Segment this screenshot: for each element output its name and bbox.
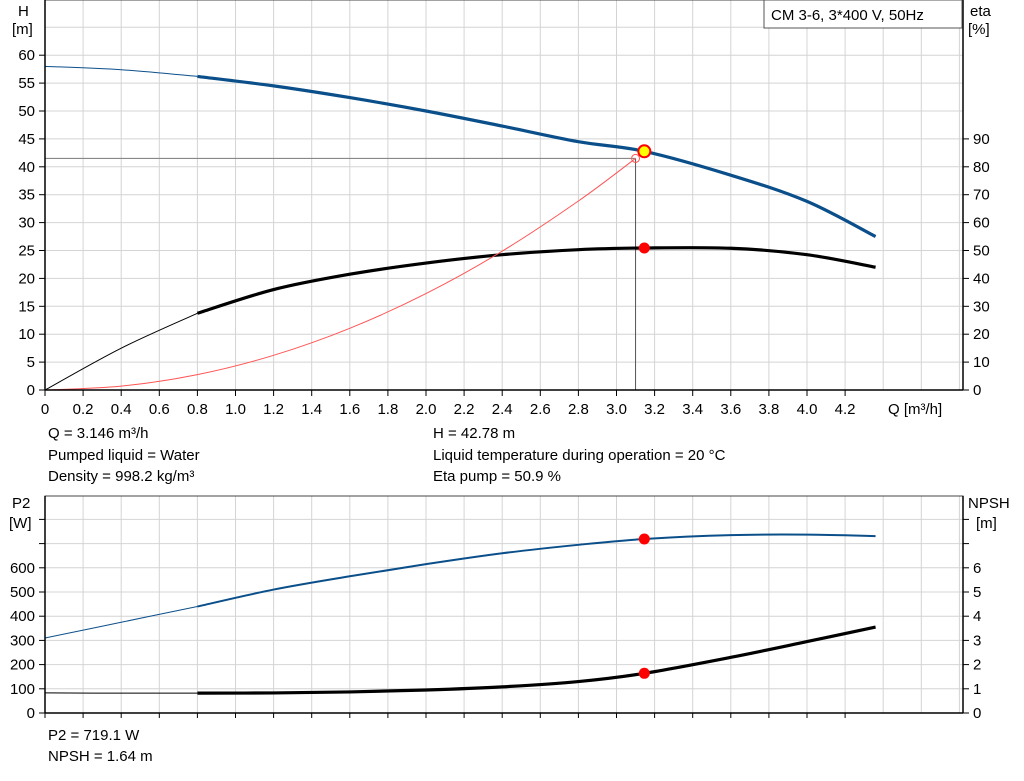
npsh-axis-label: NPSH <box>968 495 1010 512</box>
eta-tick-label: 20 <box>973 326 990 343</box>
plot-frame <box>44 495 964 714</box>
info-liquid: Pumped liquid = Water <box>48 447 200 464</box>
eta-axis-label: eta <box>970 3 992 20</box>
h-tick-label: 0 <box>27 382 35 399</box>
info-density: Density = 998.2 kg/m³ <box>48 468 195 485</box>
eta-curve <box>196 246 876 315</box>
h-tick-label: 10 <box>18 326 35 343</box>
x-tick-label: 0.4 <box>111 401 132 418</box>
info-eta: Eta pump = 50.9 % <box>433 468 561 485</box>
x-tick-label: 3.0 <box>606 401 627 418</box>
x-tick-label: 3.8 <box>758 401 779 418</box>
x-tick-label: 1.4 <box>301 401 322 418</box>
x-tick-label: 1.0 <box>225 401 246 418</box>
p2-tick-label: 400 <box>10 608 35 625</box>
eta-curve-extrapolated <box>44 312 198 391</box>
info-h: H = 42.78 m <box>433 425 516 442</box>
x-tick-label: 2.4 <box>492 401 513 418</box>
operating-point-p2-marker <box>638 533 650 545</box>
bottom-grid <box>44 495 964 714</box>
x-tick-label: 0 <box>41 401 49 418</box>
eta-tick-label: 30 <box>973 298 990 315</box>
npsh-tick-label: 1 <box>973 681 981 698</box>
h-tick-label: 40 <box>18 159 35 176</box>
h-tick-label: 45 <box>18 131 35 148</box>
h-tick-label: 5 <box>27 354 35 371</box>
h-tick-label: 35 <box>18 187 35 204</box>
x-tick-label: 1.2 <box>263 401 284 418</box>
legend-box: CM 3-6, 3*400 V, 50Hz <box>763 0 963 29</box>
npsh-tick-label: 3 <box>973 632 981 649</box>
h-axis-label: H <box>18 3 29 20</box>
axes: 0 0.2 0.4 0.6 0.8 1.0 1.2 1.4 1.6 1.8 2.0 2.2 2.4 2.6… <box>10 0 990 722</box>
p2-axis-unit: [W] <box>9 515 32 532</box>
h-tick-label: 55 <box>18 75 35 92</box>
p2-tick-label: 200 <box>10 657 35 674</box>
h-axis-unit: [m] <box>12 21 33 38</box>
npsh-tick-label: 0 <box>973 705 981 722</box>
duty-point-marker <box>631 153 641 163</box>
eta-tick-label: 50 <box>973 243 990 260</box>
operating-point-h-marker <box>637 144 652 159</box>
h-curve <box>197 74 877 238</box>
x-tick-label: 4.2 <box>835 401 856 418</box>
x-tick-label: 1.8 <box>377 401 398 418</box>
h-tick-label: 20 <box>18 270 35 287</box>
p2-tick-label: 100 <box>10 681 35 698</box>
x-tick-label: 3.2 <box>644 401 665 418</box>
eta-tick-label: 80 <box>973 159 990 176</box>
npsh-tick-label: 4 <box>973 608 981 625</box>
h-tick-label: 50 <box>18 103 35 120</box>
p2-tick-label: 0 <box>27 705 35 722</box>
h-tick-label: 30 <box>18 215 35 232</box>
x-tick-label: 0.8 <box>187 401 208 418</box>
p2-tick-label: 500 <box>10 584 35 601</box>
p2-axis-label: P2 <box>12 495 30 512</box>
x-tick-label: 4.0 <box>797 401 818 418</box>
eta-tick-label: 40 <box>973 270 990 287</box>
p2-curve <box>197 533 876 608</box>
x-tick-label: 2.6 <box>530 401 551 418</box>
x-tick-label: 3.4 <box>682 401 703 418</box>
h-tick-label: 25 <box>18 243 35 260</box>
npsh-tick-label: 2 <box>973 657 981 674</box>
eta-tick-label: 70 <box>973 187 990 204</box>
x-tick-label: 2.8 <box>568 401 589 418</box>
eta-tick-label: 60 <box>973 215 990 232</box>
npsh-tick-label: 6 <box>973 560 981 577</box>
curves <box>44 65 877 695</box>
x-tick-label: 3.6 <box>720 401 741 418</box>
npsh-tick-label: 5 <box>973 584 981 601</box>
p2-curve-extrapolated <box>44 606 198 639</box>
p2-tick-label: 600 <box>10 560 35 577</box>
info-p2: P2 = 719.1 W <box>48 727 140 744</box>
x-tick-label: 2.0 <box>416 401 437 418</box>
eta-tick-label: 0 <box>973 382 981 399</box>
operating-point-eta-marker <box>638 242 650 254</box>
legend-title: CM 3-6, 3*400 V, 50Hz <box>771 7 924 24</box>
x-tick-label: 0.6 <box>149 401 170 418</box>
eta-tick-label: 90 <box>973 131 990 148</box>
top-grid <box>44 0 964 391</box>
x-tick-label: 0.2 <box>73 401 94 418</box>
npsh-axis-unit: [m] <box>976 515 997 532</box>
h-tick-label: 60 <box>18 47 35 64</box>
x-tick-label: 1.6 <box>339 401 360 418</box>
h-tick-label: 15 <box>18 298 35 315</box>
eta-tick-label: 10 <box>973 354 990 371</box>
npsh-curve <box>197 625 876 695</box>
eta-axis-unit: [%] <box>968 21 990 38</box>
info-npsh: NPSH = 1.64 m <box>48 748 153 765</box>
h-curve-extrapolated <box>44 65 198 77</box>
system-curve <box>44 158 636 391</box>
x-tick-label: 2.2 <box>454 401 475 418</box>
p2-tick-label: 300 <box>10 632 35 649</box>
info-temp: Liquid temperature during operation = 20… <box>433 447 726 464</box>
info-q: Q = 3.146 m³/h <box>48 425 149 442</box>
q-axis-label: Q [m³/h] <box>888 401 942 418</box>
operating-point-npsh-marker <box>638 667 650 679</box>
